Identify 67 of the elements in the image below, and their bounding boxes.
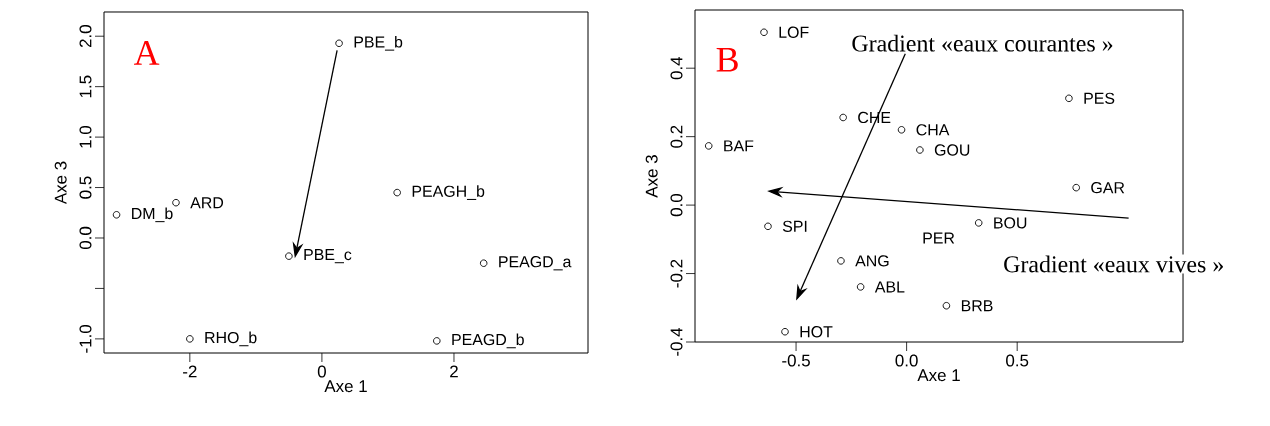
annotation: ABL xyxy=(874,281,905,293)
annotation: PES xyxy=(1084,92,1115,104)
point xyxy=(479,259,488,267)
annotation: SPI xyxy=(782,220,807,232)
annotation: PBE_b xyxy=(354,35,403,51)
annotation: PBE_c xyxy=(304,249,352,264)
point xyxy=(781,327,789,336)
point xyxy=(112,211,121,219)
point xyxy=(285,252,293,260)
y-tick-label: 2.0 xyxy=(79,25,92,48)
point xyxy=(760,28,768,37)
point xyxy=(393,188,401,197)
point xyxy=(186,335,194,343)
x-tick-label: -2 xyxy=(183,365,197,378)
annotation: CHA xyxy=(916,124,950,136)
annotation: PEAGD_b xyxy=(452,333,524,349)
y-tick-label: 0.0 xyxy=(79,226,92,250)
y-axis-title: Axe 3 xyxy=(645,155,658,198)
point xyxy=(764,222,772,231)
point xyxy=(704,142,713,150)
annotation: ANG xyxy=(855,255,889,267)
x-tick-label: 0.5 xyxy=(1006,354,1029,367)
point xyxy=(974,219,983,227)
x-tick-label: -0.5 xyxy=(782,354,810,367)
x-axis-title: Axe 1 xyxy=(324,380,367,393)
point xyxy=(837,257,845,265)
x-axis-title: Axe 1 xyxy=(917,369,960,382)
annotation: LOF xyxy=(779,26,809,38)
y-tick-label: 1.0 xyxy=(79,125,92,148)
annotation: Gradient «eaux vives » xyxy=(1004,255,1223,273)
annotation: GAR xyxy=(1091,182,1125,194)
annotation: PEAGD_a xyxy=(499,256,572,271)
point xyxy=(916,146,924,154)
point xyxy=(172,198,180,207)
point xyxy=(897,126,906,134)
y-tick-label: -0.2 xyxy=(670,259,683,288)
annotation: Gradient «eaux courantes » xyxy=(852,34,1113,52)
y-tick-label: 0.2 xyxy=(670,125,683,148)
x-tick-label: 0.0 xyxy=(895,354,918,367)
annotation: GOU xyxy=(934,144,970,156)
annotation: BAF xyxy=(724,140,754,152)
point xyxy=(433,337,441,345)
annotation: B xyxy=(716,48,738,72)
y-tick-label: 0.0 xyxy=(670,193,683,217)
annotation: HOT xyxy=(800,326,833,338)
y-tick-label: 0.5 xyxy=(79,176,92,199)
y-tick-label: -1.0 xyxy=(79,324,92,353)
y-axis-title: Axe 3 xyxy=(54,161,67,205)
y-tick-label: -0.4 xyxy=(670,327,683,356)
y-tick-label: 1.5 xyxy=(79,75,92,98)
annotation: RHO_b xyxy=(205,331,257,347)
x-tick-label: 0 xyxy=(317,365,326,378)
point xyxy=(1072,183,1080,192)
x-tick-label: 2 xyxy=(450,365,458,378)
annotation: BOU xyxy=(994,217,1027,229)
point xyxy=(1065,94,1073,103)
point xyxy=(856,283,865,291)
annotation: PER xyxy=(923,232,955,244)
annotation: ARD xyxy=(190,197,224,209)
point xyxy=(942,301,951,310)
y-tick-label: 0.4 xyxy=(670,56,683,80)
annotation: DM_b xyxy=(132,207,173,223)
point xyxy=(335,39,343,48)
annotation: BRB xyxy=(961,300,993,312)
annotation: PEAGH_b xyxy=(412,185,485,200)
annotation: A xyxy=(134,41,160,65)
point xyxy=(839,113,847,122)
